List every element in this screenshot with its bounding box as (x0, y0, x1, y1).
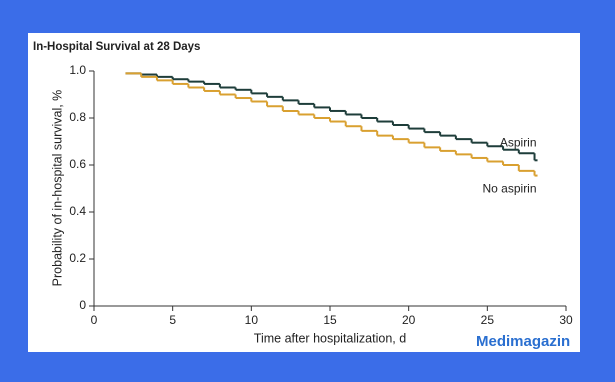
x-tick-label: 10 (245, 313, 259, 327)
y-tick-label: 0.8 (69, 110, 86, 124)
x-tick-label: 15 (323, 313, 337, 327)
x-tick-label: 25 (481, 313, 495, 327)
series-label: Aspirin (500, 135, 537, 149)
y-tick-label: 0.4 (69, 204, 86, 218)
y-tick-label: 0.2 (69, 251, 86, 265)
y-tick-label: 0.6 (69, 157, 86, 171)
y-tick-label: 0 (79, 298, 86, 312)
watermark: Medimagazin (476, 333, 570, 350)
chart-title: In-Hospital Survival at 28 Days (33, 41, 200, 53)
panel (28, 33, 580, 352)
y-axis-title: Probability of in-hospital survival, % (50, 90, 64, 287)
x-axis-title: Time after hospitalization, d (254, 331, 406, 345)
x-tick-label: 30 (559, 313, 573, 327)
y-tick-label: 1.0 (69, 63, 86, 77)
x-tick-label: 5 (169, 313, 176, 327)
x-tick-label: 0 (91, 313, 98, 327)
series-label: No aspirin (483, 182, 537, 196)
x-tick-label: 20 (402, 313, 416, 327)
